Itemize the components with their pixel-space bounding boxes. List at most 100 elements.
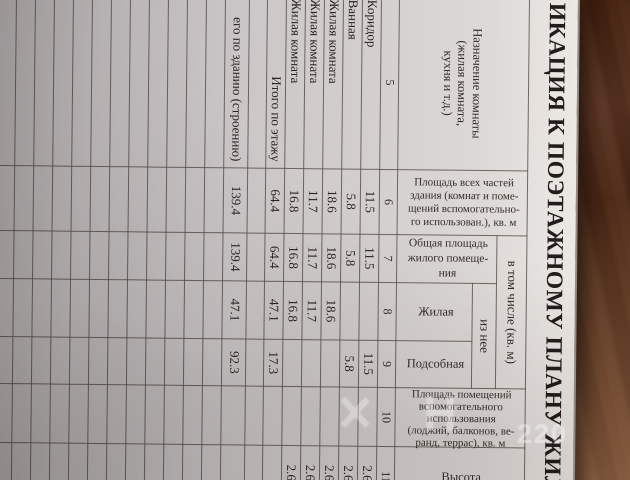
- value-cell: [144, 384, 165, 445]
- header-living-area: Жилая: [395, 282, 473, 342]
- value-cell: 5.8: [339, 340, 359, 388]
- value-cell: [301, 339, 321, 387]
- value-cell: 2.60: [300, 445, 320, 480]
- value-cell: [281, 386, 302, 446]
- value-cell: 139.4: [223, 167, 248, 234]
- column-number-11: 11: [376, 446, 395, 480]
- header-utility-area: Подсобная: [395, 340, 472, 389]
- value-cell: [11, 383, 32, 443]
- value-cell: [32, 230, 53, 280]
- value-cell: [106, 443, 126, 480]
- value-cell: [87, 384, 108, 444]
- value-cell: 64.4: [265, 168, 285, 234]
- value-cell: [164, 338, 184, 386]
- value-cell: 11.5: [359, 234, 380, 283]
- value-cell: [50, 336, 70, 385]
- value-cell: 64.4: [264, 233, 285, 282]
- room-name-cell: Ванная: [341, 0, 363, 170]
- column-number-8: 8: [377, 282, 397, 341]
- value-cell: [88, 337, 108, 385]
- value-cell: [164, 280, 185, 339]
- value-cell: [69, 279, 90, 338]
- value-cell: [183, 338, 203, 386]
- header-of-it-group: из нее: [471, 283, 497, 389]
- value-cell: 11.5: [358, 340, 378, 388]
- value-cell: [0, 165, 15, 231]
- value-cell: [185, 167, 205, 233]
- value-cell: [339, 282, 360, 341]
- value-cell: [246, 233, 266, 282]
- value-cell: [201, 444, 221, 480]
- value-cell: [165, 232, 186, 281]
- room-name-cell: Коридор: [360, 0, 382, 170]
- value-cell: [300, 386, 321, 446]
- value-cell: 2.60: [338, 446, 358, 480]
- value-cell: [204, 167, 224, 233]
- value-cell: 18.6: [321, 233, 342, 283]
- value-cell: 5.8: [340, 234, 361, 283]
- value-cell: [12, 278, 33, 337]
- value-cell: [125, 443, 145, 480]
- value-cell: [31, 278, 52, 337]
- room-name-cell: Итого по этажу: [265, 0, 287, 169]
- value-cell: [109, 166, 129, 232]
- value-cell: [220, 444, 245, 480]
- value-cell: [128, 166, 148, 232]
- document-title: ИКАЦИЯ К ПОЭТАЖНОМУ ПЛАНУ ЖИЛОГО ДО: [537, 2, 570, 480]
- room-name-cell: [185, 0, 207, 168]
- value-cell: [244, 386, 264, 446]
- value-cell: [282, 339, 302, 387]
- room-name-cell: [147, 0, 169, 168]
- value-cell: [163, 444, 183, 480]
- value-cell: [201, 385, 222, 445]
- value-cell: [33, 165, 53, 232]
- value-cell: [319, 386, 340, 447]
- value-cell: 11.7: [301, 281, 322, 340]
- value-cell: [262, 445, 282, 480]
- room-name-cell: [0, 0, 17, 166]
- value-cell: [358, 282, 379, 341]
- value-cell: [108, 231, 129, 280]
- room-name-cell: [109, 0, 131, 167]
- value-cell: [90, 166, 110, 232]
- value-cell: [0, 383, 13, 443]
- value-cell: [127, 231, 148, 280]
- value-cell: [68, 443, 88, 480]
- value-cell: [244, 445, 263, 480]
- value-cell: [30, 442, 50, 480]
- room-name-cell: Жилая комната: [303, 0, 325, 169]
- value-cell: [49, 442, 69, 480]
- explication-table: Назначение комнаты (жилая комната, кухня…: [0, 0, 530, 480]
- value-cell: [107, 279, 128, 338]
- value-cell: 139.4: [222, 232, 248, 282]
- value-cell: 92.3: [221, 338, 246, 387]
- value-cell: 17.3: [263, 339, 283, 387]
- value-cell: [182, 385, 203, 445]
- value-cell: [125, 384, 146, 444]
- value-cell: [30, 383, 51, 443]
- value-cell: [357, 387, 378, 447]
- header-room-purpose: Назначение комнаты (жилая комната, кухня…: [397, 0, 530, 171]
- value-cell: 47.1: [221, 280, 247, 340]
- value-cell: [106, 384, 127, 444]
- value-cell: [0, 442, 12, 480]
- value-cell: [89, 231, 110, 280]
- value-cell: [147, 167, 167, 233]
- value-cell: [247, 168, 266, 234]
- column-number-10: 10: [376, 387, 396, 447]
- room-name-cell: [52, 0, 74, 167]
- value-cell: [107, 337, 127, 385]
- value-cell: 11.5: [360, 169, 380, 235]
- room-name-cell: [71, 0, 93, 167]
- value-cell: [220, 385, 246, 446]
- value-cell: [166, 167, 186, 233]
- value-cell: [145, 337, 165, 386]
- value-cell: [202, 280, 223, 339]
- column-number-7: 7: [378, 234, 398, 283]
- value-cell: [144, 443, 164, 480]
- room-name-cell: Жилая комната: [322, 0, 344, 170]
- value-cell: [245, 281, 265, 340]
- value-cell: [49, 383, 70, 444]
- value-cell: [70, 231, 91, 280]
